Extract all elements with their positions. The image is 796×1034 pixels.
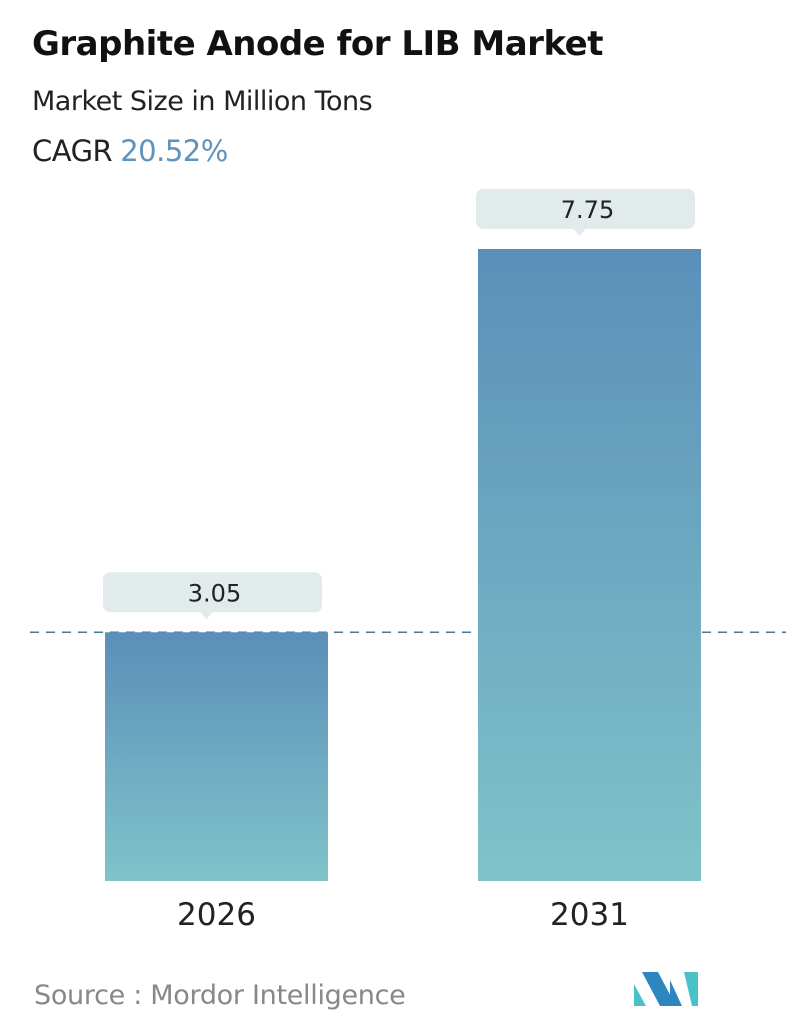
data-label-pointer [200, 612, 213, 620]
cagr: CAGR 20.52% [32, 134, 228, 168]
cagr-value: 20.52% [120, 134, 228, 168]
mordor-intelligence-logo [634, 972, 698, 1006]
data-label-pointer [573, 229, 586, 236]
bar-2031 [478, 249, 701, 881]
data-label: 3.05 [188, 579, 241, 607]
bar-2026 [105, 632, 328, 881]
data-label-box [476, 189, 695, 229]
cagr-label: CAGR [32, 134, 113, 168]
chart-title: Graphite Anode for LIB Market [32, 24, 603, 64]
data-label: 7.75 [561, 196, 614, 224]
x-tick-label: 2031 [550, 897, 629, 933]
data-label-box [103, 572, 322, 613]
source-text: Source : Mordor Intelligence [34, 980, 406, 1011]
x-tick-label: 2026 [177, 897, 256, 933]
chart-subtitle: Market Size in Million Tons [32, 86, 373, 117]
